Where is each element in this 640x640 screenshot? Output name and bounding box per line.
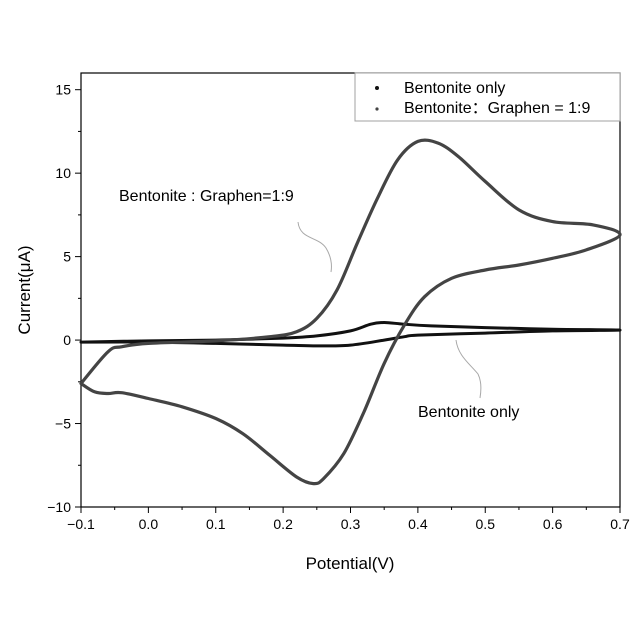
- annotation-bentonite-only-leader: [456, 340, 481, 398]
- y-axis-label: Current(μA): [15, 245, 34, 334]
- x-tick-label: 0.1: [206, 516, 226, 532]
- legend-label-bentonite-graphen: Bentonite：Graphen = 1:9: [404, 100, 590, 117]
- x-tick-label: 0.5: [476, 516, 496, 532]
- x-tick-label: −0.1: [67, 516, 95, 532]
- x-tick-label: 0.6: [543, 516, 563, 532]
- annotations: Bentonite : Graphen=1:9 Bentonite only: [119, 188, 519, 421]
- y-tick-label: −5: [55, 416, 71, 432]
- x-tick-label: 0.4: [408, 516, 428, 532]
- legend-label-bentonite-only: Bentonite only: [404, 80, 505, 97]
- y-tick-label: −10: [47, 499, 71, 515]
- y-tick-label: 0: [63, 332, 71, 348]
- x-tick-label: 0.0: [139, 516, 159, 532]
- annotation-graphen: Bentonite : Graphen=1:9: [119, 188, 294, 205]
- legend-marker-bentonite-only: [375, 86, 379, 90]
- x-tick-label: 0.2: [273, 516, 293, 532]
- annotation-graphen-leader: [298, 222, 331, 272]
- axis-ticks: −0.1 0.0 0.1 0.2 0.3 0.4 0.5 0.6 0.7 −10 −5 0 5 10 15: [47, 82, 630, 532]
- y-tick-label: 15: [55, 82, 71, 98]
- x-axis-label: Potential(V): [306, 554, 395, 573]
- x-tick-label: 0.7: [610, 516, 630, 532]
- legend: Bentonite only Bentonite：Graphen = 1:9: [355, 73, 620, 121]
- annotation-bentonite-only: Bentonite only: [418, 404, 519, 421]
- x-tick-label: 0.3: [341, 516, 361, 532]
- y-tick-label: 5: [63, 249, 71, 265]
- legend-marker-bentonite-graphen: [375, 107, 378, 110]
- y-tick-label: 10: [55, 165, 71, 181]
